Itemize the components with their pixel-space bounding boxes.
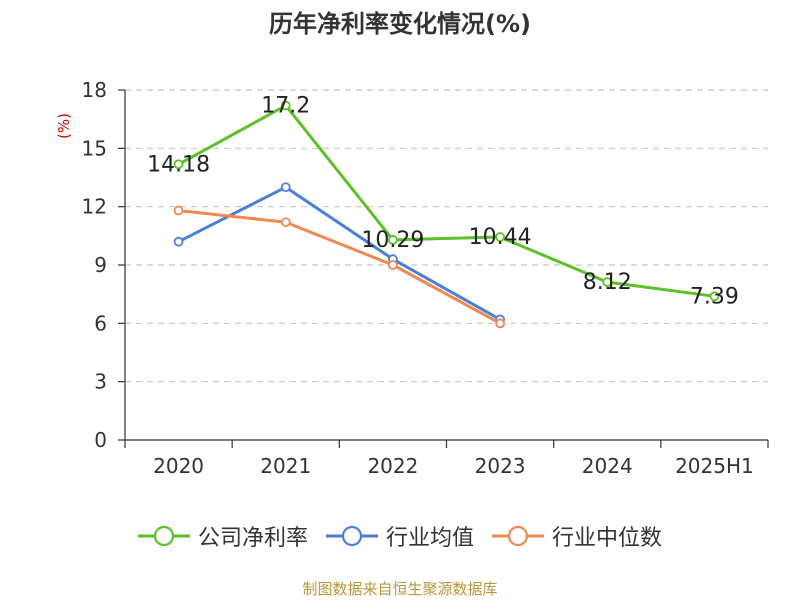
- y-tick-label: 12: [82, 195, 107, 219]
- legend-marker-icon: [492, 525, 544, 547]
- data-label: 17.2: [261, 94, 310, 119]
- data-point: [495, 232, 505, 242]
- legend: 公司净利率 行业均值 行业中位数: [0, 516, 800, 556]
- legend-item[interactable]: 公司净利率: [137, 520, 308, 552]
- data-point: [280, 100, 291, 111]
- data-point: [173, 159, 184, 170]
- series-line-3: [178, 209, 501, 325]
- legend-label: 公司净利率: [197, 526, 308, 551]
- x-tick-label: 2024: [582, 454, 633, 478]
- data-label: 10.29: [361, 228, 424, 253]
- y-axis-label: (%): [55, 113, 73, 139]
- x-tick-label: 2022: [367, 454, 418, 478]
- data-point: [602, 277, 613, 288]
- data-point: [709, 291, 720, 302]
- y-tick-label: 15: [82, 136, 107, 160]
- y-tick-label: 0: [94, 428, 107, 452]
- data-label: 7.39: [690, 284, 739, 309]
- chart-title: 历年净利率变化情况(%): [269, 10, 531, 38]
- source-note: 制图数据来自恒生聚源数据库: [302, 580, 498, 598]
- x-tick-label: 2020: [153, 454, 204, 478]
- x-tick-label: 2023: [475, 454, 526, 478]
- data-point: [173, 236, 184, 247]
- legend-marker-icon: [137, 525, 190, 547]
- data-label: 14.18: [147, 152, 210, 177]
- y-tick-label: 9: [94, 253, 107, 277]
- data-point: [388, 235, 398, 245]
- legend-item[interactable]: 行业中位数: [492, 520, 662, 552]
- series-line-2: [177, 185, 501, 321]
- legend-marker-icon: [325, 525, 378, 547]
- legend-label: 行业中位数: [552, 526, 663, 551]
- data-label: 8.12: [583, 270, 632, 295]
- y-tick-label: 18: [82, 78, 107, 102]
- legend-item[interactable]: 行业均值: [325, 520, 474, 552]
- legend-label: 行业均值: [385, 526, 474, 551]
- data-point: [280, 182, 291, 193]
- data-point: [280, 217, 291, 228]
- data-label: 10.44: [469, 225, 532, 250]
- x-tick-label: 2021: [260, 454, 311, 478]
- series-line-1: [177, 104, 715, 298]
- y-tick-label: 3: [94, 370, 107, 394]
- data-point: [495, 318, 505, 329]
- x-tick-label: 2025H1: [675, 454, 754, 478]
- data-point: [388, 260, 398, 270]
- y-tick-label: 6: [94, 311, 107, 335]
- data-point: [173, 205, 184, 216]
